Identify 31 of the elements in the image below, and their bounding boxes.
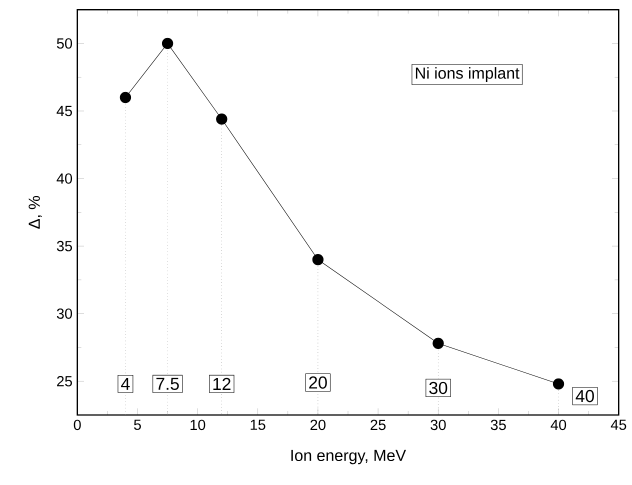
point bbox=[432, 338, 444, 349]
point bbox=[162, 38, 174, 50]
annotation: 4 bbox=[121, 378, 130, 390]
point bbox=[552, 378, 564, 390]
x-tick-label: 10 bbox=[190, 420, 206, 430]
point bbox=[216, 114, 228, 125]
x-axis-title: Ion energy, MeV bbox=[291, 450, 406, 464]
x-tick-label: 5 bbox=[134, 420, 141, 430]
x-tick-label: 45 bbox=[610, 420, 626, 430]
y-tick-label: 50 bbox=[56, 38, 72, 49]
y-axis-title: Δ, % bbox=[28, 196, 42, 229]
y-tick-label: 45 bbox=[56, 106, 72, 116]
y-tick-label: 30 bbox=[56, 308, 72, 319]
x-tick-label: 40 bbox=[550, 420, 566, 430]
annotation: 40 bbox=[576, 390, 594, 402]
x-tick-label: 30 bbox=[430, 420, 446, 430]
point bbox=[312, 254, 324, 266]
annotation: 12 bbox=[213, 378, 230, 390]
annotation: Ni ions implant bbox=[416, 67, 520, 82]
y-tick-label: 25 bbox=[57, 376, 72, 386]
x-tick-label: 35 bbox=[490, 420, 506, 430]
annotation: 30 bbox=[429, 382, 448, 394]
annotation: 7.5 bbox=[156, 378, 179, 390]
x-tick-label: 25 bbox=[370, 420, 386, 430]
y-tick-label: 35 bbox=[56, 240, 72, 252]
x-tick-label: 15 bbox=[250, 420, 266, 430]
x-tick-label: 20 bbox=[310, 420, 326, 430]
annotation: 20 bbox=[309, 376, 327, 389]
x-tick-label: 0 bbox=[74, 420, 81, 430]
point bbox=[120, 92, 132, 104]
y-tick-label: 40 bbox=[56, 173, 72, 184]
